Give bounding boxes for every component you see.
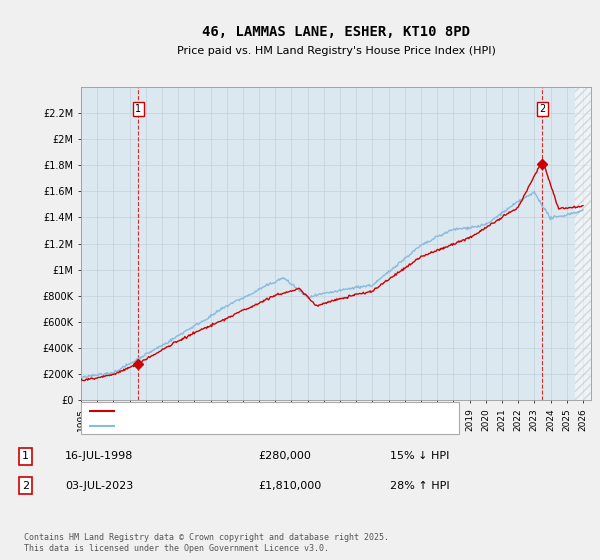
Text: Price paid vs. HM Land Registry's House Price Index (HPI): Price paid vs. HM Land Registry's House …: [176, 46, 496, 56]
Text: Contains HM Land Registry data © Crown copyright and database right 2025.
This d: Contains HM Land Registry data © Crown c…: [24, 533, 389, 553]
Text: £280,000: £280,000: [258, 451, 311, 461]
Text: 15% ↓ HPI: 15% ↓ HPI: [390, 451, 449, 461]
Text: HPI: Average price, detached house, Elmbridge: HPI: Average price, detached house, Elmb…: [118, 421, 364, 431]
Text: 1: 1: [135, 104, 142, 114]
Text: 28% ↑ HPI: 28% ↑ HPI: [390, 480, 449, 491]
Text: 2: 2: [22, 480, 29, 491]
Text: 2: 2: [539, 104, 545, 114]
Text: 1: 1: [22, 451, 29, 461]
Text: 16-JUL-1998: 16-JUL-1998: [65, 451, 133, 461]
Text: 46, LAMMAS LANE, ESHER, KT10 8PD: 46, LAMMAS LANE, ESHER, KT10 8PD: [202, 25, 470, 39]
Text: £1,810,000: £1,810,000: [258, 480, 321, 491]
Text: 03-JUL-2023: 03-JUL-2023: [65, 480, 133, 491]
Bar: [575, 87, 591, 400]
Text: 46, LAMMAS LANE, ESHER, KT10 8PD (detached house): 46, LAMMAS LANE, ESHER, KT10 8PD (detach…: [118, 405, 406, 416]
